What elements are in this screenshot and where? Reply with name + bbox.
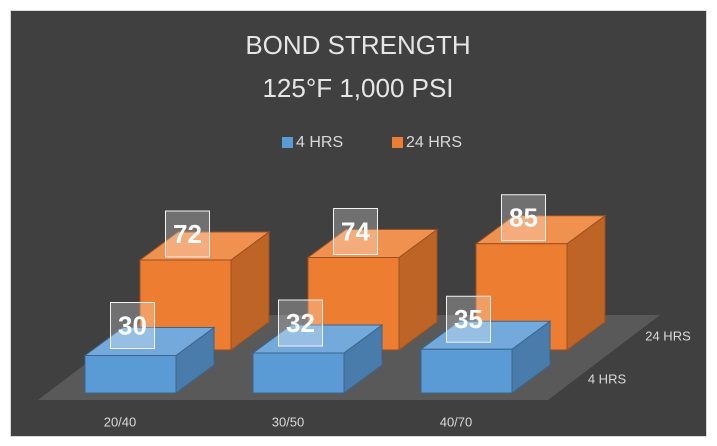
data-label: 35	[454, 304, 483, 334]
bar	[251, 324, 384, 394]
x-tick-label: 20/40	[104, 414, 137, 429]
data-label: 72	[173, 219, 202, 249]
depth-label: 24 HRS	[645, 328, 691, 343]
legend-swatch	[392, 137, 403, 148]
legend-swatch	[282, 137, 293, 148]
data-label: 32	[286, 308, 315, 338]
data-label: 30	[118, 310, 147, 340]
data-label-box	[278, 299, 323, 347]
legend-label: 24 HRS	[406, 134, 462, 151]
legend-label: 4 HRS	[296, 134, 343, 151]
x-tick-label: 40/70	[440, 414, 473, 429]
chart-subtitle: 125°F 1,000 PSI	[262, 73, 453, 103]
data-label-box	[165, 210, 210, 258]
data-label-box	[333, 208, 378, 255]
chart-title: BOND STRENGTH	[245, 30, 470, 60]
data-label: 85	[509, 203, 538, 233]
bar-front	[252, 352, 345, 394]
depth-label: 4 HRS	[588, 371, 627, 386]
data-label-box	[110, 302, 155, 349]
bar-front	[420, 348, 513, 394]
data-label-box	[446, 295, 491, 343]
x-tick-label: 30/50	[272, 414, 305, 429]
data-label-box	[501, 194, 546, 242]
bar-front	[84, 355, 177, 394]
data-label: 74	[341, 216, 370, 246]
